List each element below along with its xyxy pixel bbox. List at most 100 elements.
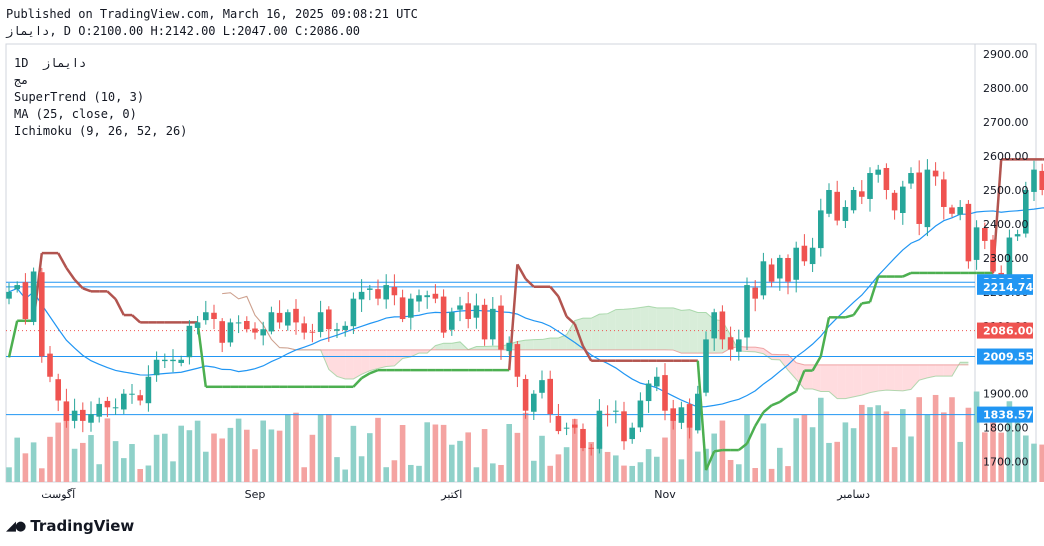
candle-body: [203, 312, 209, 321]
volume-bar: [96, 464, 102, 482]
cloud-segment: [378, 349, 387, 369]
volume-bar: [350, 425, 357, 482]
level-label-bg: [977, 348, 1033, 365]
y-tick-label: 2700.00: [983, 116, 1029, 129]
candle-body: [826, 190, 832, 214]
candle-body: [965, 203, 972, 262]
candle-body: [957, 206, 963, 215]
candle-body: [924, 169, 931, 228]
candle-body: [457, 305, 463, 310]
candle-body: [891, 192, 898, 211]
legend-ichimoku[interactable]: Ichimoku (9, 26, 52, 26): [14, 124, 188, 138]
candle-body: [621, 411, 627, 442]
volume-bar: [662, 437, 668, 482]
volume-bar: [473, 467, 480, 482]
x-tick-label: Sep: [245, 488, 266, 501]
candle-body: [654, 376, 660, 387]
candle-body: [39, 272, 45, 357]
volume-bar: [178, 425, 184, 482]
volume-bar: [916, 397, 922, 482]
ichimoku-span-a: [222, 292, 969, 400]
cloud-segment: [927, 364, 936, 378]
legend-ma[interactable]: MA (25, close, 0): [14, 107, 137, 121]
volume-bar: [613, 455, 619, 482]
cloud-segment: [361, 349, 370, 375]
supertrend-segment: [369, 368, 379, 375]
supertrend-segment: [65, 267, 76, 281]
candle-body: [932, 170, 939, 177]
volume-bar: [498, 464, 504, 482]
supertrend-segment: [852, 302, 863, 316]
candle-body: [334, 329, 340, 331]
volume-bar: [88, 435, 94, 482]
volume-bar: [457, 440, 463, 482]
cloud-segment: [689, 309, 698, 354]
candle-body: [678, 407, 685, 423]
level-label: 2009.55: [983, 351, 1033, 364]
volume-bar: [22, 453, 29, 482]
candle-body: [711, 312, 717, 339]
candle-body: [662, 375, 668, 411]
supertrend-segment: [73, 278, 84, 290]
candle-body: [252, 328, 258, 333]
candle-body: [88, 414, 94, 423]
volume-bar: [654, 456, 660, 482]
legend-note: مج: [14, 73, 29, 87]
supertrend-segment: [565, 315, 576, 325]
volume-bar: [522, 412, 529, 482]
volume-bar: [834, 441, 840, 482]
volume-bar: [219, 438, 225, 482]
candle-body: [531, 393, 537, 412]
candle-body: [383, 285, 389, 300]
cloud-segment: [837, 364, 846, 399]
candle-body: [604, 413, 611, 415]
volume-bar: [580, 439, 586, 482]
candle-body: [424, 295, 430, 298]
volume-bar: [112, 441, 119, 482]
candle-body: [563, 427, 570, 429]
supertrend-segment: [360, 372, 371, 380]
candle-body: [350, 298, 357, 327]
candle-body: [432, 293, 439, 299]
volume-bar: [301, 467, 307, 482]
volume-bar: [440, 424, 447, 482]
published-header: Published on TradingView.com, March 16, …: [6, 7, 418, 21]
candle-body: [727, 337, 734, 350]
volume-bar: [572, 418, 578, 482]
ichimoku-cloud: [222, 292, 969, 399]
cloud-segment: [394, 349, 403, 366]
cloud-segment: [542, 338, 551, 350]
candle-body: [465, 303, 471, 320]
volume-bar: [547, 465, 553, 482]
y-tick-label: 2600.00: [983, 150, 1029, 163]
volume-bar: [588, 442, 594, 482]
volume-bar: [309, 434, 316, 482]
cloud-segment: [484, 346, 493, 350]
y-tick-label: 2500.00: [983, 184, 1029, 197]
ohlc-header: دایماز, D O:2100.00 H:2142.00 L:2047.00 …: [6, 24, 361, 38]
volume-bar: [104, 418, 111, 482]
candle-body: [153, 359, 160, 376]
tradingview-brand[interactable]: ◢● TradingView: [6, 517, 134, 535]
legend-supertrend[interactable]: SuperTrend (10, 3): [14, 90, 145, 104]
candle-body: [637, 400, 644, 428]
volume-bar: [391, 460, 398, 482]
candle-body: [30, 271, 37, 322]
volume-bar: [555, 454, 562, 482]
volume-bar: [686, 416, 693, 482]
volume-bar: [809, 427, 816, 482]
candle-body: [506, 342, 512, 352]
volume-bar: [670, 412, 676, 482]
cloud-segment: [591, 314, 600, 350]
cloud-segment: [681, 309, 690, 354]
candle-body: [629, 427, 635, 440]
volume-bar: [678, 459, 685, 482]
candle-body: [6, 291, 12, 299]
candle-body: [760, 261, 767, 296]
candle-body: [719, 311, 726, 340]
candle-body: [842, 206, 849, 221]
volume-bar: [71, 448, 78, 482]
volume-bar: [982, 432, 988, 482]
cloud-segment: [419, 349, 428, 354]
